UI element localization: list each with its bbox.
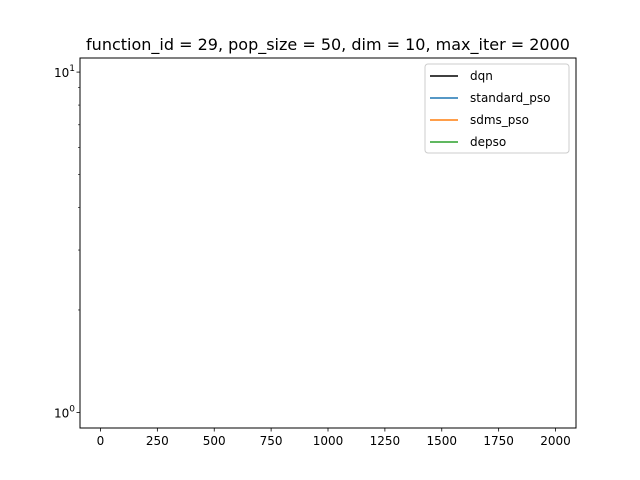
- chart-title: function_id = 29, pop_size = 50, dim = 1…: [86, 35, 570, 55]
- legend-label-standard_pso: standard_pso: [470, 91, 550, 105]
- y-tick-label: 101: [54, 64, 75, 80]
- legend-label-depso: depso: [470, 135, 506, 149]
- y-tick-label: 100: [54, 404, 75, 420]
- y-tick-label-exponent: 0: [69, 404, 75, 414]
- x-tick-label: 250: [146, 434, 169, 448]
- x-tick-label: 750: [260, 434, 283, 448]
- y-tick-label-base: 10: [54, 66, 69, 80]
- x-tick-label: 0: [97, 434, 105, 448]
- legend-label-sdms_pso: sdms_pso: [470, 113, 529, 127]
- y-tick-label-base: 10: [54, 406, 69, 420]
- y-tick-label-exponent: 1: [69, 64, 75, 74]
- x-tick-label: 1250: [370, 434, 401, 448]
- x-tick-label: 2000: [540, 434, 571, 448]
- x-tick-label: 1000: [313, 434, 344, 448]
- legend-label-dqn: dqn: [470, 69, 493, 83]
- x-tick-label: 500: [203, 434, 226, 448]
- x-tick-label: 1500: [426, 434, 457, 448]
- x-tick-label: 1750: [483, 434, 514, 448]
- x-axis-ticks: 0 250 500 750 1000 1250 1500 1750 2000: [97, 428, 571, 448]
